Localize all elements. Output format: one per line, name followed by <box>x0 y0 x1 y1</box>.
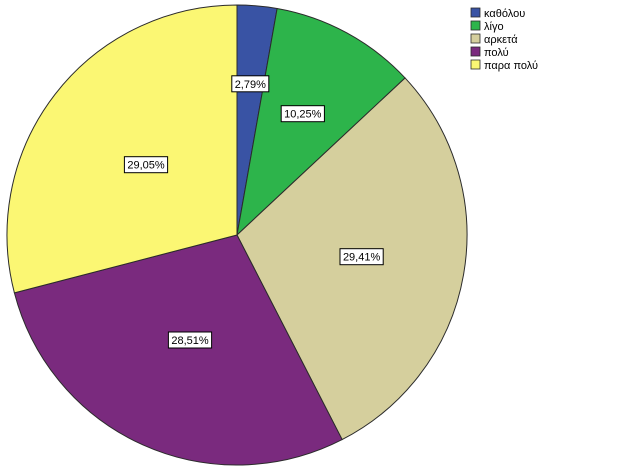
legend-item: αρκετά <box>470 33 518 46</box>
slice-data-label: 28,51% <box>167 331 213 349</box>
slice-data-label: 29,41% <box>339 248 384 266</box>
legend-item: λίγο <box>470 20 504 33</box>
legend-swatch <box>470 46 481 57</box>
slice-data-label: 10,25% <box>280 105 325 123</box>
slice-data-label: 29,05% <box>123 156 169 174</box>
legend-label: αρκετά <box>484 34 518 46</box>
legend-label: πολύ <box>484 47 509 59</box>
legend-label: καθόλου <box>484 8 525 20</box>
slice-label-text: 28,51% <box>171 335 209 347</box>
slice-label-box <box>167 331 213 349</box>
legend-item: πολύ <box>470 46 509 59</box>
legend-swatch <box>470 33 481 44</box>
slice-label-box <box>280 105 325 123</box>
legend-swatch <box>470 20 481 31</box>
legend-swatch <box>470 7 481 18</box>
pie-slice <box>6 4 238 294</box>
legend-item: παρα πολύ <box>470 59 538 72</box>
slice-label-text: 29,41% <box>343 252 381 264</box>
slice-label-box <box>123 156 169 174</box>
legend-label: παρα πολύ <box>484 60 538 72</box>
slice-label-text: 10,25% <box>284 109 322 121</box>
pie-slice <box>13 234 343 466</box>
slice-label-text: 2,79% <box>235 79 266 91</box>
slice-label-text: 29,05% <box>127 160 165 172</box>
slice-labels: 2,79% 10,25% 29,41% 28,51% 29,05% <box>123 75 384 349</box>
slice-data-label: 2,79% <box>231 75 270 93</box>
slice-label-box <box>231 75 270 93</box>
legend-label: λίγο <box>484 21 504 33</box>
pie-slices <box>6 4 468 466</box>
legend-swatch <box>470 59 481 70</box>
slice-label-box <box>339 248 384 266</box>
legend-item: καθόλου <box>470 7 525 20</box>
